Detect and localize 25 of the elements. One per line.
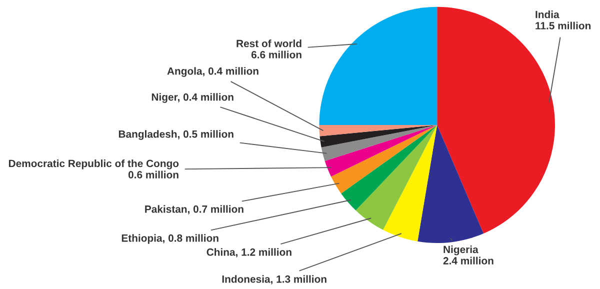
slice-label: Pakistan, 0.7 million [145,205,244,214]
data-label: 6.6 million [251,50,302,58]
pie-slice [383,124,438,242]
data-label: 11.5 million [536,22,591,30]
slice-label: Nigeria [444,246,478,256]
pie-slice [321,124,438,161]
slice-label: Democratic Republic of the Congo [8,160,179,170]
slice-label: Bangladesh, 0.5 million [118,130,234,140]
slice-label: Ethiopia, 0.8 million [122,234,218,244]
slice-label: India [536,10,560,18]
pie-slice [319,124,438,136]
data-label: 2.4 million [443,256,494,264]
pie-slice [319,6,438,125]
pie-slice [356,124,438,230]
slice-label: China, 1.2 million [206,248,292,258]
data-label: 0.6 million [128,170,178,178]
pie-slice [331,124,438,194]
slice-label: Niger, 0.4 million [152,93,234,103]
slice-label: Rest of world [236,40,302,48]
pie-slice [320,124,438,148]
slice-label: Indonesia, 1.3 million [222,275,326,284]
pie-slice [418,124,484,244]
pie-slice [324,124,438,177]
pie-slice [341,124,438,210]
slice-label: Angola, 0.4 million [167,67,258,77]
